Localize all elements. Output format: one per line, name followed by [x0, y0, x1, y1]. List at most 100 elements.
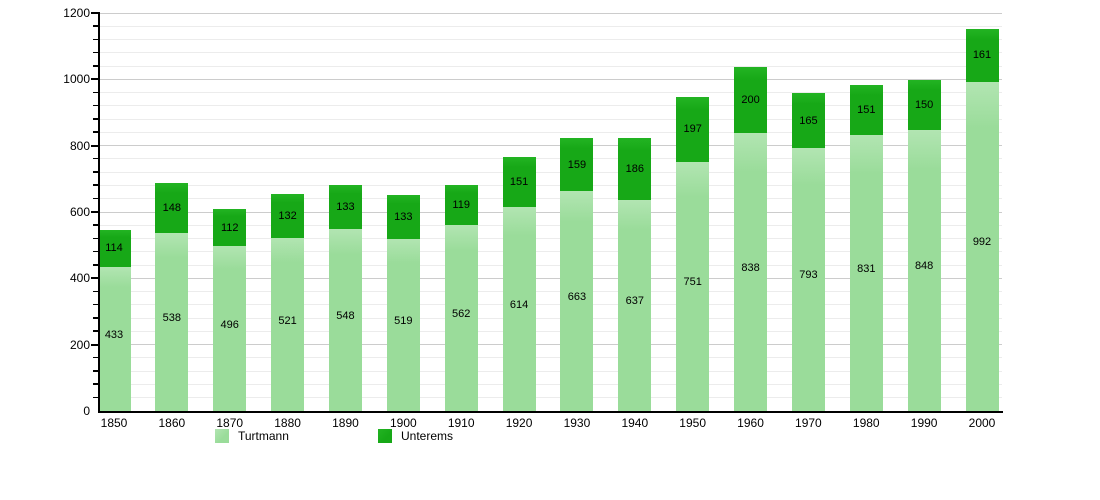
bar-segment-unterems: [791, 93, 825, 148]
value-label-turtmann: 751: [683, 276, 702, 289]
major-gridline: [99, 78, 1002, 80]
bar-segment-unterems: [618, 138, 652, 200]
y-axis-tick: [93, 104, 98, 107]
value-label-unterems: 151: [857, 104, 876, 117]
minor-gridline: [99, 317, 1002, 319]
y-axis-tick: [93, 224, 98, 226]
x-tick-label: 1860: [158, 416, 186, 430]
bar-segment-unterems: [444, 185, 478, 225]
bar-segment-turtmann: [271, 238, 305, 411]
x-axis-line: [97, 411, 1003, 413]
y-axis-tick: [93, 38, 98, 41]
value-label-turtmann: 848: [914, 260, 934, 273]
value-label-turtmann: 992: [972, 236, 992, 249]
value-label-unterems: 133: [336, 201, 355, 214]
minor-gridline: [99, 291, 1002, 293]
y-axis-tick: [93, 264, 98, 266]
bar-segment-unterems: [386, 194, 420, 239]
minor-gridline: [99, 238, 1002, 240]
bar-segment-turtmann: [155, 232, 189, 411]
x-tick-label: 1950: [679, 416, 706, 430]
value-label-unterems: 132: [278, 210, 297, 223]
y-axis-tick: [93, 250, 98, 253]
bar-segment-unterems: [97, 229, 131, 268]
x-tick-label: 1940: [621, 416, 649, 430]
y-axis-tick: [93, 290, 98, 293]
value-label-turtmann: 793: [799, 269, 818, 282]
bar-segment-unterems: [560, 138, 594, 192]
bar-segment-unterems: [213, 209, 247, 247]
value-label-unterems: 151: [509, 176, 529, 189]
legend-item-turtmann: Turtmann: [215, 429, 289, 443]
major-gridline: [99, 12, 1002, 14]
bar-segment-unterems: [502, 157, 536, 208]
x-tick-label: 1900: [389, 416, 417, 430]
minor-gridline: [99, 184, 1002, 186]
x-tick-label: 1890: [332, 416, 359, 430]
legend-swatch-turtmann: [215, 429, 229, 443]
bar-segment-turtmann: [734, 133, 768, 411]
y-tick-label: 1200: [63, 6, 90, 20]
y-tick-label: 800: [69, 138, 90, 153]
major-gridline: [99, 344, 1002, 346]
value-label-turtmann: 562: [452, 307, 471, 320]
minor-gridline: [99, 370, 1002, 372]
y-axis-line: [97, 12, 100, 413]
y-axis-tick: [93, 131, 98, 133]
bar-segment-turtmann: [444, 224, 478, 411]
y-axis-tick: [91, 211, 98, 213]
minor-gridline: [99, 224, 1002, 226]
minor-gridline: [99, 251, 1002, 253]
minor-gridline: [99, 198, 1002, 200]
x-tick-label: 1990: [910, 416, 938, 430]
x-tick-label: 1960: [737, 416, 764, 430]
x-tick-label: 2000: [968, 416, 996, 430]
y-axis-tick: [93, 171, 98, 173]
bar-segment-turtmann: [213, 246, 247, 411]
minor-gridline: [99, 264, 1002, 266]
value-label-turtmann: 838: [741, 262, 760, 275]
x-tick-label: 1870: [216, 416, 244, 430]
y-axis-tick: [93, 237, 98, 240]
minor-gridline: [99, 118, 1002, 120]
bar-segment-turtmann: [791, 147, 825, 411]
bar-segment-turtmann: [97, 267, 131, 411]
value-label-turtmann: 637: [625, 295, 644, 308]
y-axis-tick: [93, 25, 98, 27]
bar-segment-turtmann: [676, 161, 710, 411]
bar-segment-unterems: [734, 66, 768, 134]
minor-gridline: [99, 383, 1002, 385]
y-axis-tick: [93, 330, 98, 332]
x-tick-label: 1980: [852, 416, 880, 430]
x-tick-label: 1920: [505, 416, 533, 430]
y-tick-label: 600: [69, 205, 90, 219]
minor-gridline: [99, 330, 1002, 332]
y-axis-tick: [93, 396, 98, 399]
x-tick-label: 1930: [563, 416, 591, 430]
bar-segment-unterems: [965, 28, 999, 82]
value-label-turtmann: 831: [857, 263, 876, 276]
value-label-unterems: 161: [972, 49, 992, 62]
minor-gridline: [99, 304, 1002, 306]
bar-segment-unterems: [328, 185, 362, 230]
minor-gridline: [99, 171, 1002, 173]
legend-item-unterems: Unterems: [378, 429, 453, 443]
y-axis-tick: [91, 343, 98, 346]
value-label-unterems: 112: [220, 221, 239, 234]
minor-gridline: [99, 65, 1002, 67]
y-axis-tick: [93, 370, 98, 372]
y-tick-label: 200: [69, 337, 90, 352]
major-gridline: [99, 277, 1002, 279]
x-tick-label: 1970: [795, 416, 822, 430]
value-label-unterems: 150: [914, 98, 934, 111]
minor-gridline: [99, 105, 1002, 107]
value-label-turtmann: 614: [509, 299, 529, 312]
y-axis-tick: [93, 383, 98, 385]
bar-segment-turtmann: [907, 129, 941, 411]
y-axis-tick: [93, 65, 98, 67]
y-axis-tick: [93, 356, 98, 359]
value-label-unterems: 200: [741, 93, 760, 106]
x-tick-label: 1880: [274, 416, 301, 430]
value-label-turtmann: 538: [162, 311, 182, 324]
value-label-unterems: 159: [567, 158, 587, 171]
